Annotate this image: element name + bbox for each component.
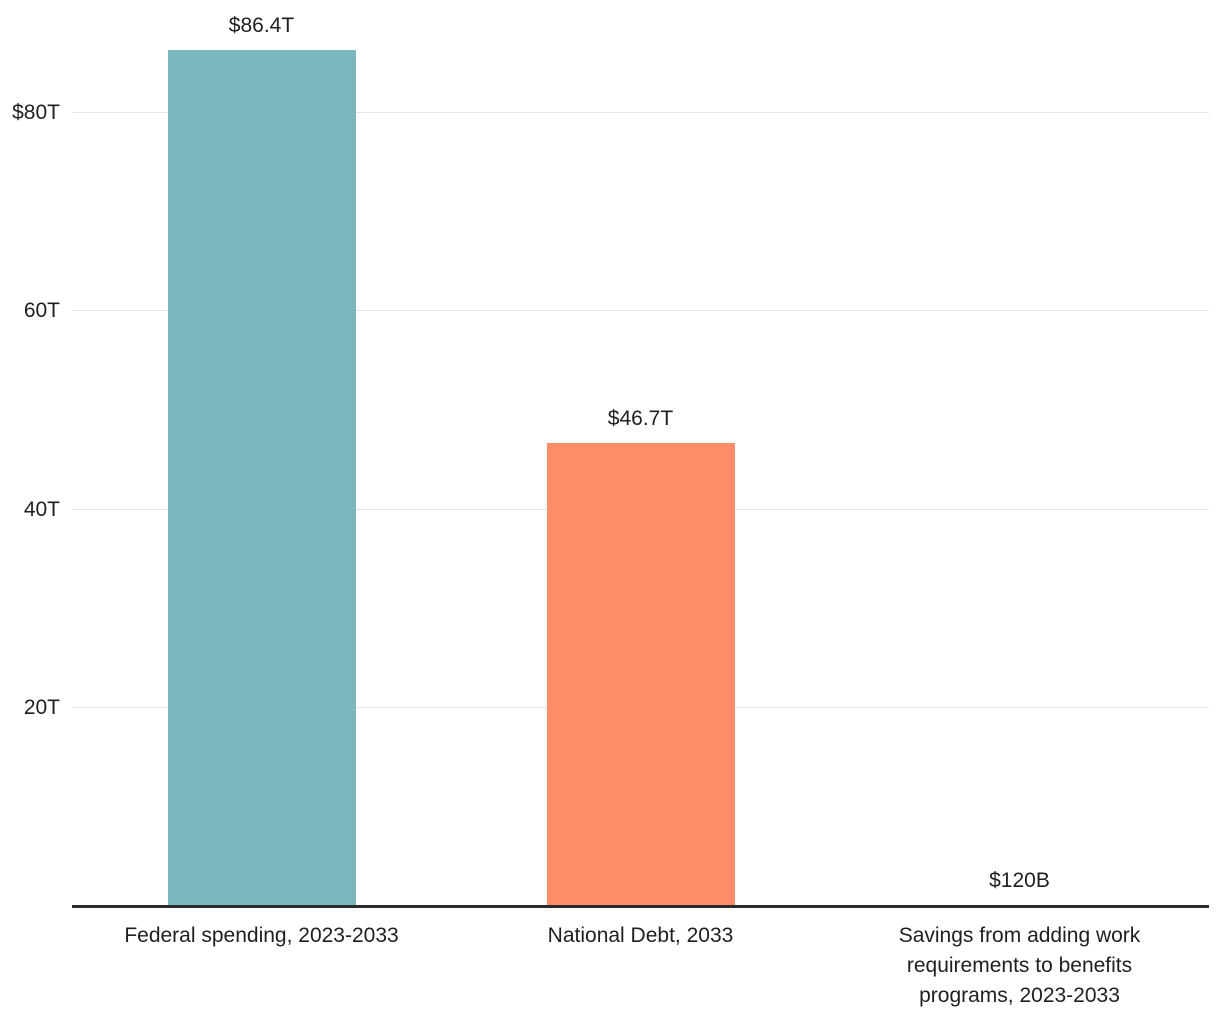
gridline xyxy=(72,112,1209,113)
y-tick-label: 20T xyxy=(23,695,60,719)
y-tick-label: $80T xyxy=(12,101,60,124)
bar-value-label: $120B xyxy=(989,868,1050,892)
gridline xyxy=(72,310,1209,312)
x-category-label: Savings from adding work requirements to… xyxy=(898,924,1141,1007)
x-category-label: Federal spending, 2023-2033 xyxy=(124,924,399,947)
x-axis-line xyxy=(72,905,1209,908)
bar-value-label: $86.4T xyxy=(228,13,295,37)
y-tick-label: 60T xyxy=(23,299,60,323)
bar xyxy=(167,49,356,906)
x-category-label: National Debt, 2033 xyxy=(547,924,734,947)
bar-value-label: $46.7T xyxy=(607,407,674,431)
y-tick-label: 40T xyxy=(23,497,60,521)
bar xyxy=(546,443,735,906)
